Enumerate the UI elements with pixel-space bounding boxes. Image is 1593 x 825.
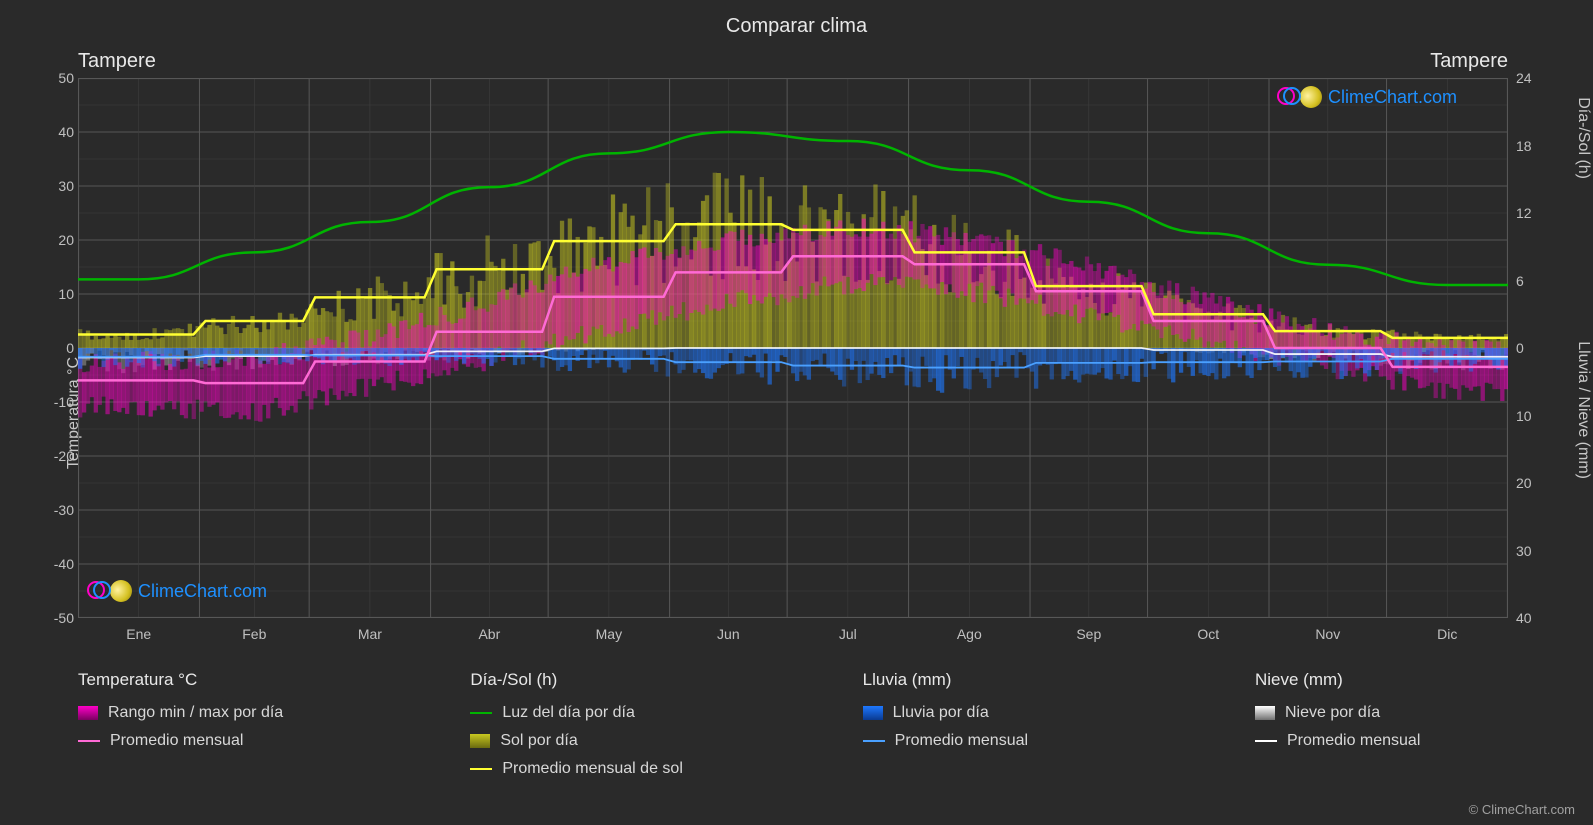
legend-item-snow-avg: Promedio mensual [1255, 732, 1515, 750]
legend-label: Lluvia por día [893, 704, 989, 722]
axis-tick: Dic [1437, 626, 1457, 642]
axis-tick: 24 [1516, 70, 1532, 86]
axis-tick: -40 [54, 556, 74, 572]
axis-tick: May [596, 626, 622, 642]
swatch-temp-range [78, 706, 98, 720]
axis-tick: 40 [58, 124, 74, 140]
axis-tick: 10 [1516, 408, 1532, 424]
legend-snow: Nieve (mm) Nieve por día Promedio mensua… [1255, 670, 1515, 778]
axis-tick: 10 [58, 286, 74, 302]
axis-tick: 18 [1516, 138, 1532, 154]
axis-tick: Ago [957, 626, 982, 642]
legend-label: Promedio mensual [895, 732, 1028, 750]
swatch-snow [1255, 706, 1275, 720]
brand-text: ClimeChart.com [1328, 87, 1457, 108]
legend-item-daylight: Luz del día por día [470, 704, 730, 722]
axis-tick: 6 [1516, 273, 1524, 289]
legend-temperature: Temperatura °C Rango min / max por día P… [78, 670, 338, 778]
axis-tick: -10 [54, 394, 74, 410]
swatch-rain-avg [863, 740, 885, 742]
axis-tick: 50 [58, 70, 74, 86]
legend-item-snow-daily: Nieve por día [1255, 704, 1515, 722]
axis-tick: Sep [1076, 626, 1101, 642]
legend-item-rain-avg: Promedio mensual [863, 732, 1123, 750]
legend-title: Temperatura °C [78, 670, 338, 690]
axis-tick: Mar [358, 626, 382, 642]
legend-item-sun-avg: Promedio mensual de sol [470, 760, 730, 778]
y-axis-right-top-label: Día-/Sol (h) [1574, 97, 1592, 179]
brand-logo-top-right: ClimeChart.com [1280, 86, 1457, 108]
climate-chart-container: Comparar clima Tampere Tampere Temperatu… [0, 0, 1593, 825]
axis-tick: 20 [58, 232, 74, 248]
axis-tick: Feb [242, 626, 266, 642]
axis-tick: 30 [58, 178, 74, 194]
chart-plot-area [78, 78, 1508, 618]
brand-logo-bottom-left: ClimeChart.com [90, 580, 267, 602]
axis-tick: 30 [1516, 543, 1532, 559]
legend-title: Nieve (mm) [1255, 670, 1515, 690]
legend-label: Rango min / max por día [108, 704, 283, 722]
axis-tick: 12 [1516, 205, 1532, 221]
legend: Temperatura °C Rango min / max por día P… [78, 670, 1515, 778]
city-label-right: Tampere [1430, 50, 1508, 73]
axis-tick: Ene [126, 626, 151, 642]
axis-tick: -50 [54, 610, 74, 626]
legend-label: Nieve por día [1285, 704, 1380, 722]
legend-item-temp-avg: Promedio mensual [78, 732, 338, 750]
legend-label: Promedio mensual [1287, 732, 1420, 750]
axis-tick: Nov [1315, 626, 1340, 642]
y-axis-right-bot-label: Lluvia / Nieve (mm) [1574, 341, 1592, 479]
axis-tick: -20 [54, 448, 74, 464]
legend-title: Lluvia (mm) [863, 670, 1123, 690]
legend-item-temp-range: Rango min / max por día [78, 704, 338, 722]
axis-tick: Jun [717, 626, 740, 642]
legend-label: Sol por día [500, 732, 577, 750]
swatch-sun-avg [470, 768, 492, 770]
legend-item-sun: Sol por día [470, 732, 730, 750]
city-label-left: Tampere [78, 50, 156, 73]
brand-text: ClimeChart.com [138, 581, 267, 602]
swatch-temp-avg [78, 740, 100, 742]
axis-tick: 0 [66, 340, 74, 356]
axis-tick: 40 [1516, 610, 1532, 626]
axis-tick: -30 [54, 502, 74, 518]
swatch-daylight [470, 712, 492, 714]
axis-tick: Oct [1197, 626, 1219, 642]
legend-title: Día-/Sol (h) [470, 670, 730, 690]
legend-label: Promedio mensual [110, 732, 243, 750]
legend-label: Promedio mensual de sol [502, 760, 683, 778]
chart-title: Comparar clima [0, 15, 1593, 38]
legend-rain: Lluvia (mm) Lluvia por día Promedio mens… [863, 670, 1123, 778]
chart-svg [78, 78, 1508, 618]
legend-daylight: Día-/Sol (h) Luz del día por día Sol por… [470, 670, 730, 778]
axis-tick: Abr [478, 626, 500, 642]
swatch-snow-avg [1255, 740, 1277, 742]
axis-tick: 0 [1516, 340, 1524, 356]
copyright: © ClimeChart.com [1469, 802, 1575, 817]
swatch-sun [470, 734, 490, 748]
axis-tick: 20 [1516, 475, 1532, 491]
legend-item-rain-daily: Lluvia por día [863, 704, 1123, 722]
swatch-rain [863, 706, 883, 720]
legend-label: Luz del día por día [502, 704, 635, 722]
axis-tick: Jul [839, 626, 857, 642]
